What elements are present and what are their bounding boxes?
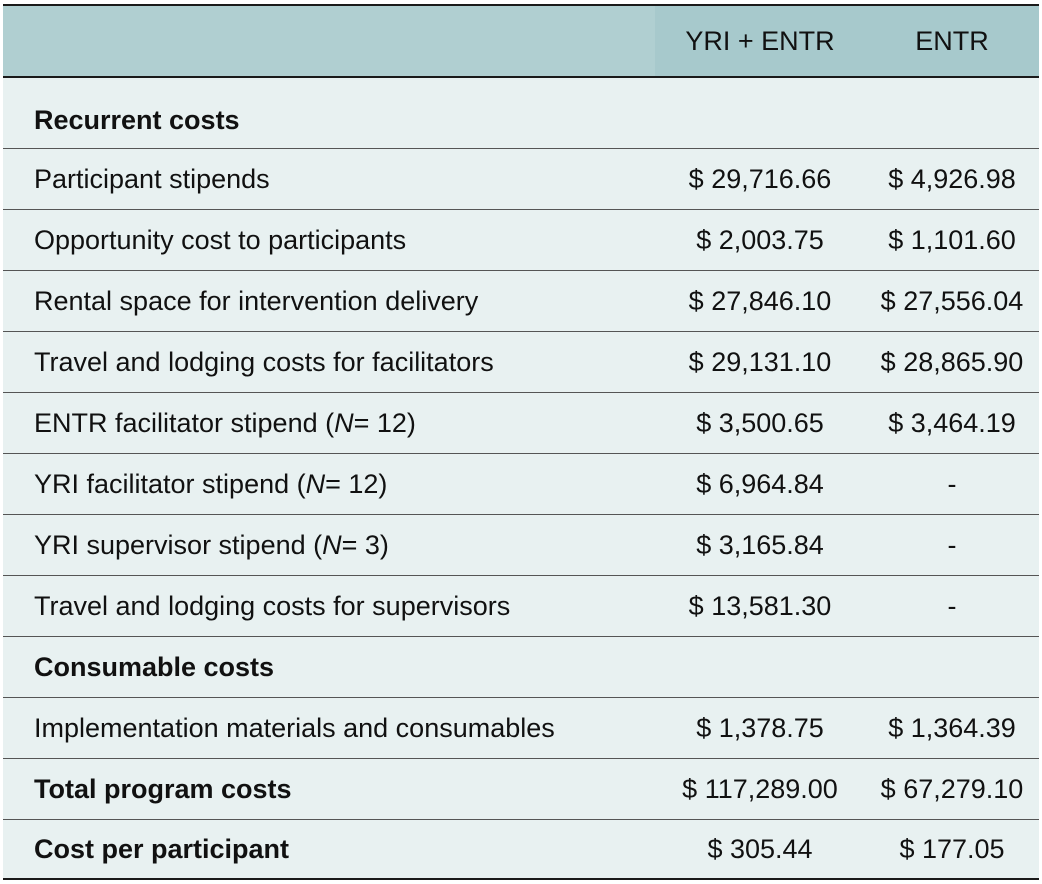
- cell-yri-entr: $ 27,846.10: [688, 285, 832, 316]
- row-label: YRI supervisor stipend (N = 3): [3, 515, 655, 575]
- row-label: Participant stipends: [34, 163, 270, 194]
- row-label-text: YRI facilitator stipend (: [34, 468, 306, 499]
- row-label: Cost per participant: [34, 833, 290, 864]
- row-label: Implementation materials and consumables: [34, 712, 555, 743]
- row-label: Opportunity cost to participants: [34, 224, 407, 255]
- table-row: YRI supervisor stipend (N = 3) $ 3,165.8…: [3, 514, 1039, 575]
- cell-entr: $ 177.05: [899, 833, 1005, 864]
- table-row: YRI facilitator stipend (N = 12) $ 6,964…: [3, 453, 1039, 514]
- cell-entr: -: [947, 529, 957, 560]
- cell-yri-entr: $ 3,165.84: [696, 529, 824, 560]
- row-label: Recurrent costs: [34, 104, 240, 135]
- cell-entr: -: [947, 468, 957, 499]
- cell-entr: $ 1,101.60: [888, 224, 1016, 255]
- row-label: Total program costs: [34, 773, 292, 804]
- total-row: Total program costs $ 117,289.00 $ 67,27…: [3, 758, 1039, 819]
- cell-yri-entr: $ 3,500.65: [696, 407, 824, 438]
- row-label-count: = 12): [353, 407, 416, 438]
- row-label-text: ENTR facilitator stipend (: [34, 407, 335, 438]
- row-label: Travel and lodging costs for supervisors: [34, 590, 511, 621]
- cell-yri-entr: $ 29,131.10: [688, 346, 832, 377]
- cell-yri-entr: $ 2,003.75: [696, 224, 824, 255]
- row-label: YRI facilitator stipend (N = 12): [3, 454, 655, 514]
- row-label-count: = 3): [341, 529, 389, 560]
- row-label-count: = 12): [325, 468, 388, 499]
- cell-yri-entr: $ 305.44: [707, 833, 813, 864]
- header-cell-entr: ENTR: [865, 6, 1039, 76]
- row-label: Travel and lodging costs for facilitator…: [34, 346, 494, 377]
- table-row: Opportunity cost to participants $ 2,003…: [3, 209, 1039, 270]
- per-participant-row: Cost per participant $ 305.44 $ 177.05: [3, 819, 1039, 878]
- cell-yri-entr: $ 1,378.75: [696, 712, 824, 743]
- cell-entr: $ 67,279.10: [880, 773, 1024, 804]
- section-row-recurrent: Recurrent costs: [3, 78, 1039, 148]
- section-row-consumable: Consumable costs: [3, 636, 1039, 697]
- cell-yri-entr: $ 13,581.30: [688, 590, 832, 621]
- header-cell-yri-entr: YRI + ENTR: [655, 6, 865, 76]
- cell-entr: $ 28,865.90: [880, 346, 1024, 377]
- cell-yri-entr: $ 29,716.66: [688, 163, 832, 194]
- row-label: Consumable costs: [34, 651, 275, 682]
- row-label-text: YRI supervisor stipend (: [34, 529, 323, 560]
- row-label-n: N: [305, 468, 326, 499]
- table-row: Rental space for intervention delivery $…: [3, 270, 1039, 331]
- table-row: ENTR facilitator stipend (N = 12) $ 3,50…: [3, 392, 1039, 453]
- table-row: Travel and lodging costs for facilitator…: [3, 331, 1039, 392]
- table-header: YRI + ENTR ENTR: [3, 6, 1039, 78]
- header-cell-label: [3, 6, 655, 76]
- cell-entr: $ 4,926.98: [888, 163, 1016, 194]
- row-label-n: N: [334, 407, 354, 438]
- row-label-n: N: [322, 529, 342, 560]
- cost-table: YRI + ENTR ENTR Recurrent costs Particip…: [3, 4, 1039, 880]
- cell-yri-entr: $ 117,289.00: [682, 773, 838, 804]
- table-row: Participant stipends $ 29,716.66 $ 4,926…: [3, 148, 1039, 209]
- row-label: Rental space for intervention delivery: [34, 285, 479, 316]
- cell-entr: $ 27,556.04: [880, 285, 1024, 316]
- cell-entr: $ 1,364.39: [888, 712, 1016, 743]
- cell-entr: $ 3,464.19: [888, 407, 1016, 438]
- table-row: Implementation materials and consumables…: [3, 697, 1039, 758]
- table-row: Travel and lodging costs for supervisors…: [3, 575, 1039, 636]
- row-label: ENTR facilitator stipend (N = 12): [3, 393, 655, 453]
- cell-entr: -: [947, 590, 957, 621]
- cell-yri-entr: $ 6,964.84: [696, 468, 824, 499]
